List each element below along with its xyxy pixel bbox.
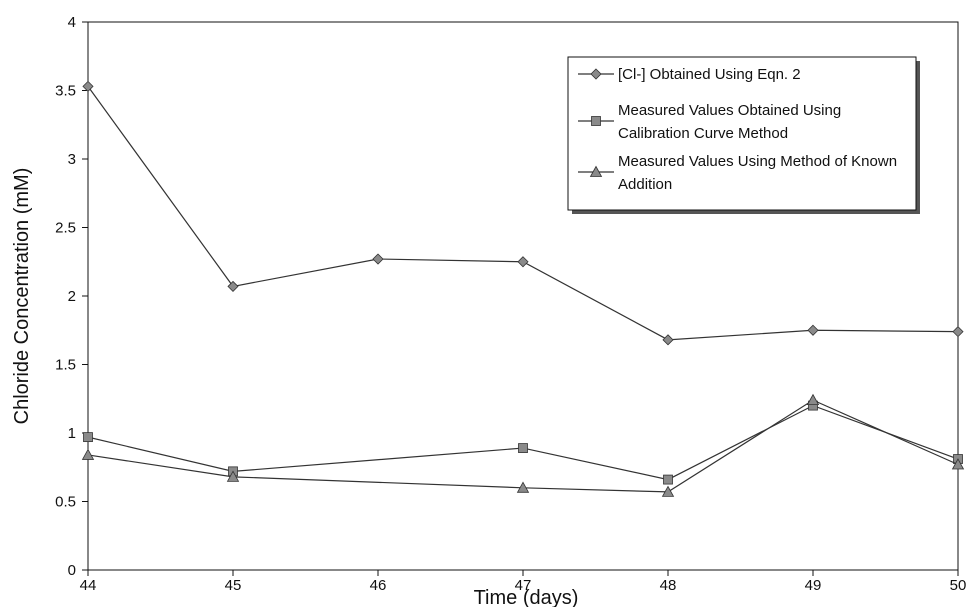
series-3-point <box>81 448 95 460</box>
legend-label: Measured Values Obtained Using <box>618 102 841 119</box>
y-tick-label: 3.5 <box>55 83 76 100</box>
series-3-line <box>87 399 959 493</box>
series-2-point <box>83 432 93 443</box>
series-1-point <box>82 80 94 92</box>
y-tick-label: 1.5 <box>55 357 76 374</box>
series-1-point <box>517 256 529 268</box>
series-3-point <box>516 481 530 493</box>
series-1-point <box>807 324 819 336</box>
legend-item-2: Measured Values Obtained Using Calibratio… <box>578 102 841 142</box>
legend-box <box>567 56 917 211</box>
y-tick-label: 0 <box>68 562 76 579</box>
series-2-point <box>518 443 528 453</box>
series-3-point <box>661 485 675 497</box>
x-tick-label: 49 <box>805 577 822 594</box>
legend-label: Calibration Curve Method <box>618 125 788 142</box>
x-tick-label: 50 <box>950 577 967 594</box>
series-2-point <box>663 474 673 485</box>
x-tick-label: 44 <box>80 577 97 594</box>
series-2 <box>83 400 963 485</box>
x-tick-label: 45 <box>225 577 242 594</box>
x-tick-label: 47 <box>515 577 532 594</box>
legend-label: Measured Values Using Method of Known <box>618 153 897 170</box>
legend-item-1: [Cl-] Obtained Using Eqn. 2 <box>578 66 801 83</box>
y-axis: 0 0.5 1 1.5 2 2.5 3 3.5 4 <box>55 14 88 579</box>
series-1-point <box>372 253 384 265</box>
y-tick-label: 2 <box>68 288 76 305</box>
series-layer <box>81 80 965 497</box>
legend-swatch-marker <box>589 165 603 177</box>
legend-item-3: Measured Values Using Method of Known Add… <box>578 153 897 193</box>
x-axis-title: Time (days) <box>474 587 579 607</box>
series-1-point <box>227 280 239 292</box>
x-tick-label: 48 <box>660 577 677 594</box>
y-tick-label: 2.5 <box>55 220 76 237</box>
series-1 <box>82 80 964 346</box>
y-tick-label: 4 <box>68 14 76 31</box>
series-3-point <box>226 470 240 482</box>
legend-label: Addition <box>618 176 672 193</box>
x-axis: 44 45 46 47 48 49 50 <box>80 570 967 594</box>
y-tick-label: 0.5 <box>55 494 76 511</box>
legend-swatch-marker <box>591 116 601 126</box>
y-axis-title: Chloride Concentration (mM) <box>11 168 33 425</box>
series-2-line <box>87 404 959 481</box>
series-3-point <box>806 393 820 406</box>
y-tick-label: 1 <box>68 425 76 442</box>
x-tick-label: 46 <box>370 577 387 594</box>
y-tick-label: 3 <box>68 151 76 168</box>
series-1-point <box>952 326 964 338</box>
series-3 <box>81 393 965 497</box>
legend: [Cl-] Obtained Using Eqn. 2 Measured Valu… <box>567 56 920 214</box>
legend-swatch-marker <box>590 68 602 80</box>
series-3-point <box>951 458 965 470</box>
legend-items: [Cl-] Obtained Using Eqn. 2 Measured Valu… <box>578 66 897 193</box>
legend-label: [Cl-] Obtained Using Eqn. 2 <box>618 66 801 83</box>
series-1-point <box>662 334 674 346</box>
